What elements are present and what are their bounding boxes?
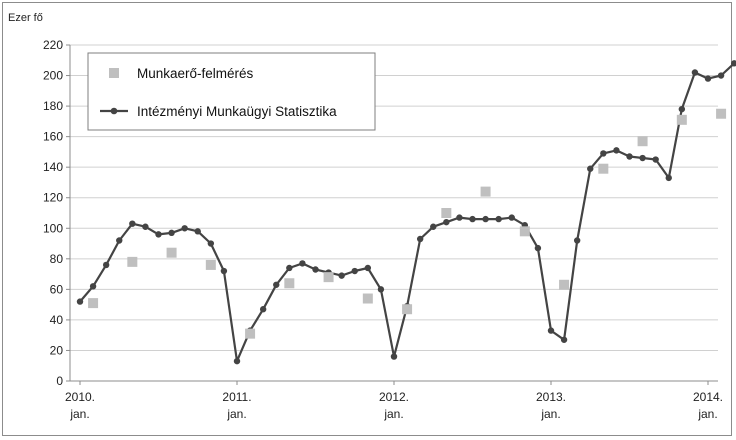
ims-point <box>351 267 358 275</box>
ims-point <box>194 228 201 235</box>
ims-point <box>626 153 633 160</box>
ims-point <box>443 218 450 226</box>
ims-point <box>129 220 136 227</box>
y-tick-label: 80 <box>50 252 64 266</box>
mef-point <box>205 259 216 270</box>
ims-point <box>691 69 699 76</box>
ims-point <box>416 235 424 243</box>
series-mef <box>88 108 727 339</box>
ims-point <box>573 237 581 244</box>
mef-point <box>441 208 452 218</box>
legend: Munkaerő-felmérés Intézményi Munkaügyi S… <box>87 52 376 131</box>
mef-point <box>519 226 530 237</box>
mef-point <box>88 298 99 309</box>
ims-point <box>613 147 620 154</box>
ims-point <box>338 272 345 279</box>
ims-point <box>207 240 215 247</box>
ims-point <box>102 261 110 269</box>
mef-point <box>166 247 177 258</box>
legend-marker-mef <box>109 68 119 78</box>
x-tick-year: 2014. <box>693 390 723 404</box>
x-tick-month: jan. <box>69 407 89 421</box>
ims-point <box>730 60 736 67</box>
y-tick-label: 140 <box>43 160 63 174</box>
ims-point <box>456 214 463 221</box>
y-axis-ticks: 0 20 40 60 80 100 120 140 160 180 200 220 <box>43 38 70 388</box>
ims-point <box>652 156 659 163</box>
ims-point <box>717 72 725 79</box>
mef-point <box>127 256 138 267</box>
ims-point <box>469 215 476 223</box>
ims-point <box>560 336 568 343</box>
ims-point <box>390 353 398 360</box>
ims-point <box>155 231 162 238</box>
ims-point <box>678 105 686 113</box>
ims-point <box>259 306 267 313</box>
ims-point <box>273 281 280 288</box>
ims-point <box>233 357 241 365</box>
legend-label-ims: Intézményi Munkaügyi Statisztika <box>137 104 337 119</box>
ims-point <box>600 150 607 157</box>
ims-point <box>665 174 672 182</box>
legend-box <box>87 52 376 131</box>
ims-point <box>704 75 712 82</box>
x-tick-year: 2012. <box>379 390 409 404</box>
mef-point <box>480 186 491 197</box>
ims-point <box>587 165 594 172</box>
unit-label: Ezer fő <box>8 12 43 24</box>
legend-label-mef: Munkaerő-felmérés <box>137 66 254 81</box>
x-tick-month: jan. <box>697 407 717 421</box>
legend-marker-ims <box>110 107 118 115</box>
y-tick-label: 200 <box>43 69 63 83</box>
ims-point <box>286 264 293 272</box>
mef-point <box>402 304 413 315</box>
x-tick-month: jan. <box>540 407 560 421</box>
y-tick-label: 40 <box>50 313 64 327</box>
y-tick-label: 20 <box>50 343 64 357</box>
ims-point <box>377 286 385 293</box>
ims-point <box>89 283 97 290</box>
series-ims <box>76 60 736 365</box>
ims-point <box>364 264 372 272</box>
ims-point <box>220 267 228 275</box>
mef-point <box>362 293 373 304</box>
ims-point <box>482 215 489 223</box>
x-tick-month: jan. <box>226 407 246 421</box>
ims-point <box>299 260 306 267</box>
ims-point <box>116 237 123 244</box>
y-tick-label: 220 <box>43 38 63 52</box>
ims-point <box>547 327 555 334</box>
ims-point <box>639 154 646 162</box>
x-tick-year: 2010. <box>65 390 95 404</box>
mef-point <box>559 279 570 290</box>
ims-point <box>168 229 175 237</box>
mef-point <box>323 272 334 283</box>
mef-point <box>598 163 609 174</box>
mef-point <box>245 328 256 339</box>
y-tick-label: 160 <box>43 130 63 144</box>
y-tick-label: 100 <box>43 221 63 235</box>
ims-point <box>76 298 84 305</box>
ims-point <box>181 225 188 232</box>
y-tick-label: 0 <box>56 374 63 388</box>
mef-point <box>716 108 727 119</box>
ims-point <box>430 223 437 230</box>
x-tick-year: 2011. <box>222 390 251 404</box>
mef-point <box>676 114 687 125</box>
ims-point <box>495 215 502 223</box>
ims-point <box>508 214 515 221</box>
y-tick-label: 120 <box>43 191 63 205</box>
ims-point <box>534 244 542 252</box>
y-tick-label: 180 <box>43 99 63 113</box>
x-tick-month: jan. <box>383 407 403 421</box>
y-tick-label: 60 <box>50 282 64 296</box>
x-tick-year: 2013. <box>536 390 566 404</box>
mef-point <box>637 136 648 147</box>
ims-point <box>142 223 149 230</box>
mef-point <box>284 278 295 289</box>
ims-point <box>312 266 319 273</box>
x-axis-ticks: 2010. jan. 2011. jan. 2012. jan. 2013. jan. 2014… <box>65 381 723 421</box>
